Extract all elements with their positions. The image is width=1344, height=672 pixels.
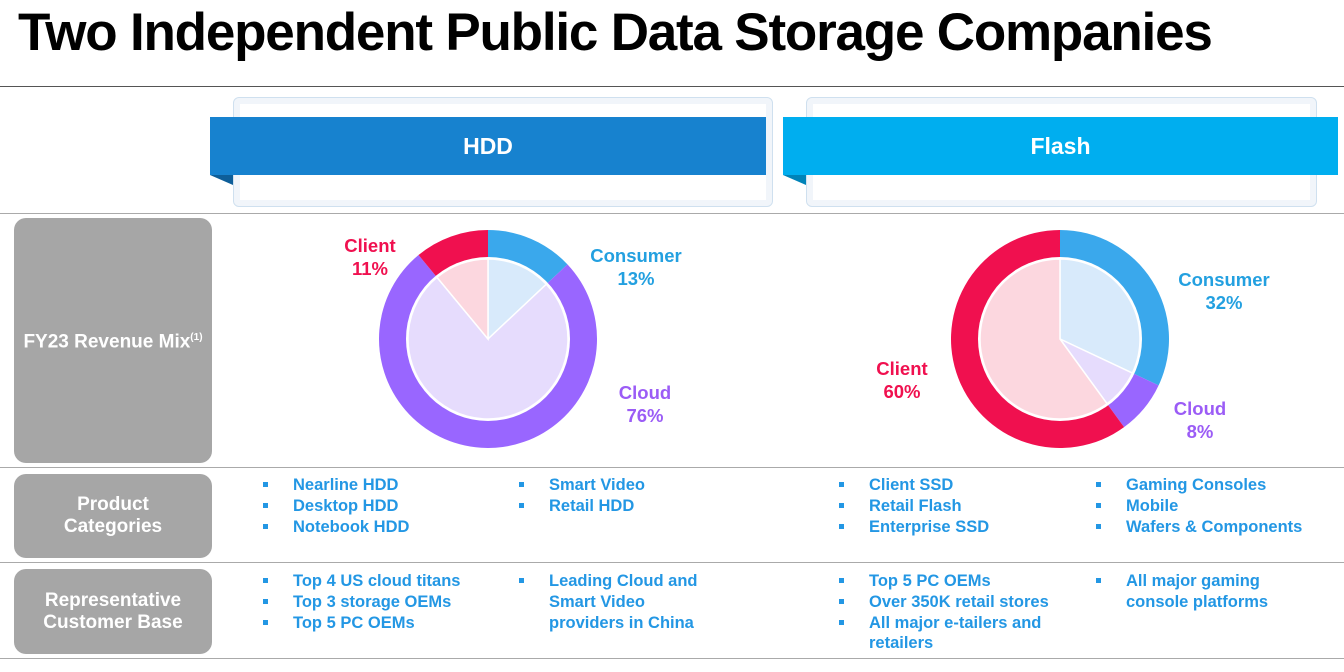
list-item: Over 350K retail stores xyxy=(837,592,1069,613)
hdd-inner-slice-consumer xyxy=(487,258,548,341)
list-item: Smart Video xyxy=(517,475,645,496)
hdd-inner-slice-client xyxy=(435,258,489,342)
hdd-header-fold xyxy=(210,175,233,185)
row-label-revenue-mix-text: FY23 Revenue Mix xyxy=(23,331,191,353)
row-label-product-categories-text: Product Categories xyxy=(63,494,163,537)
flash-customer-list-1: Top 5 PC OEMs Over 350K retail stores All … xyxy=(837,571,1069,654)
list-item: Mobile xyxy=(1094,496,1302,517)
hdd-header: HDD xyxy=(210,117,766,175)
list-item: Notebook HDD xyxy=(261,517,409,538)
list-item: Gaming Consoles xyxy=(1094,475,1302,496)
list-item: Client SSD xyxy=(837,475,989,496)
flash-cloud-pct: 8% xyxy=(1186,421,1214,442)
hdd-header-label: HDD xyxy=(463,132,513,159)
row-divider xyxy=(0,562,1344,563)
flash-header-fold xyxy=(783,175,806,185)
hdd-cloud-pct: 76% xyxy=(626,405,664,426)
row-divider xyxy=(0,213,1344,214)
flash-product-list-2: Gaming Consoles Mobile Wafers & Components xyxy=(1094,475,1302,537)
flash-customer-list-2: All major gaming console platforms xyxy=(1094,571,1284,613)
hdd-cloud-label: Cloud 76% xyxy=(605,381,685,427)
list-item: Top 4 US cloud titans xyxy=(261,571,460,592)
hdd-customer-list-2: Leading Cloud and Smart Video providers … xyxy=(517,571,707,633)
list-item: Top 5 PC OEMs xyxy=(261,613,460,634)
flash-client-pct: 60% xyxy=(883,381,921,402)
list-item: Desktop HDD xyxy=(261,496,409,517)
list-item: Enterprise SSD xyxy=(837,517,989,538)
row-label-customer-base-text: Representative Customer Base xyxy=(43,589,183,633)
row-divider xyxy=(0,658,1344,659)
hdd-product-list-2: Smart Video Retail HDD xyxy=(517,475,645,517)
row-label-customer-base: Representative Customer Base xyxy=(14,569,212,654)
title-divider xyxy=(0,86,1344,87)
hdd-consumer-label: Consumer 13% xyxy=(580,244,692,290)
flash-revenue-donut xyxy=(951,230,1169,448)
list-item: Nearline HDD xyxy=(261,475,409,496)
flash-header-label: Flash xyxy=(1030,132,1091,159)
flash-header: Flash xyxy=(783,117,1338,175)
flash-inner-slice-consumer xyxy=(1059,258,1141,375)
list-item: All major gaming console platforms xyxy=(1094,571,1284,613)
hdd-consumer-pct: 13% xyxy=(617,268,655,289)
flash-inner-slice-client xyxy=(979,258,1109,420)
flash-consumer-label: Consumer 32% xyxy=(1168,268,1280,314)
hdd-client-pct: 11% xyxy=(351,258,388,279)
flash-cloud-label: Cloud 8% xyxy=(1160,397,1240,443)
hdd-client-label: Client 11% xyxy=(330,234,410,280)
flash-product-list-1: Client SSD Retail Flash Enterprise SSD xyxy=(837,475,989,537)
hdd-product-list-1: Nearline HDD Desktop HDD Notebook HDD xyxy=(261,475,409,537)
list-item: Leading Cloud and Smart Video providers … xyxy=(517,571,707,633)
list-item: Retail Flash xyxy=(837,496,989,517)
flash-consumer-pct: 32% xyxy=(1205,292,1243,313)
hdd-inner-slice-cloud xyxy=(407,276,569,420)
list-item: Top 3 storage OEMs xyxy=(261,592,460,613)
hdd-revenue-donut xyxy=(379,230,597,448)
list-item: Wafers & Components xyxy=(1094,517,1302,538)
hdd-customer-list-1: Top 4 US cloud titans Top 3 storage OEMs T… xyxy=(261,571,460,633)
page-title: Two Independent Public Data Storage Comp… xyxy=(18,3,1213,62)
list-item: Top 5 PC OEMs xyxy=(837,571,1069,592)
row-divider xyxy=(0,467,1344,468)
list-item: Retail HDD xyxy=(517,496,645,517)
footnote-marker: (1) xyxy=(190,332,203,344)
flash-client-label: Client 60% xyxy=(862,357,942,403)
row-label-product-categories: Product Categories xyxy=(14,474,212,558)
list-item: All major e-tailers and retailers xyxy=(837,613,1069,655)
row-label-revenue-mix: FY23 Revenue Mix(1) xyxy=(14,218,212,463)
